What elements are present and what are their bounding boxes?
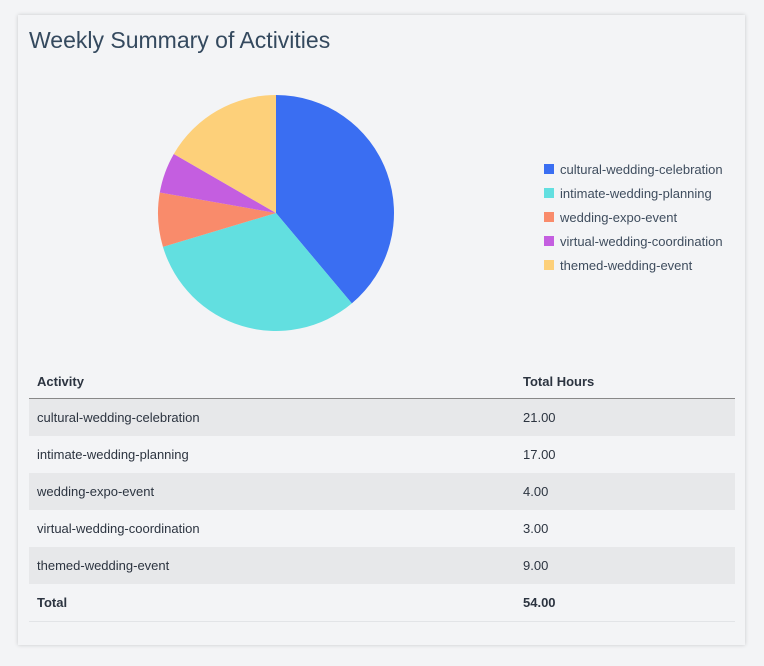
legend: cultural-wedding-celebration intimate-wed… (544, 157, 723, 277)
pie-slice-themed-wedding-event[interactable] (173, 95, 276, 213)
activity-cell: cultural-wedding-celebration (29, 398, 515, 436)
pie-slice-intimate-wedding-planning[interactable] (162, 213, 352, 331)
hours-cell: 21.00 (515, 398, 735, 436)
hours-cell: 4.00 (515, 473, 735, 510)
table-row: cultural-wedding-celebration 21.00 (29, 398, 735, 436)
legend-item[interactable]: themed-wedding-event (544, 253, 723, 277)
table-row: virtual-wedding-coordination 3.00 (29, 510, 735, 547)
pie-slice-cultural-wedding-celebration[interactable] (276, 95, 394, 304)
page-title: Weekly Summary of Activities (29, 27, 331, 53)
activity-cell: virtual-wedding-coordination (37, 521, 200, 536)
legend-swatch (544, 236, 554, 246)
legend-label: wedding-expo-event (560, 209, 678, 225)
total-hours-value: 54.00 (515, 584, 735, 622)
legend-swatch (544, 260, 554, 270)
total-row: Total 54.00 (29, 584, 735, 622)
activity-table: Activity Total Hours cultural-wedding-ce… (29, 365, 735, 622)
pie-chart (158, 95, 394, 331)
activity-cell: themed-wedding-event (29, 547, 515, 584)
legend-swatch (544, 164, 554, 174)
hours-cell: 3.00 (523, 521, 549, 536)
activity-cell: wedding-expo-event (29, 473, 515, 510)
summary-card: Weekly Summary of Activities cultural-we… (18, 15, 745, 645)
header-activity: Activity (29, 365, 515, 399)
legend-swatch (544, 188, 554, 198)
legend-label: themed-wedding-event (560, 257, 693, 273)
legend-item[interactable]: virtual-wedding-coordination (544, 229, 723, 253)
pie-slice-wedding-expo-event[interactable] (158, 192, 276, 247)
legend-label: cultural-wedding-celebration (560, 161, 723, 177)
total-label: Total (29, 584, 515, 622)
hours-cell: 17.00 (523, 447, 556, 462)
legend-swatch (544, 212, 554, 222)
legend-item[interactable]: cultural-wedding-celebration (544, 157, 723, 181)
hours-cell: 9.00 (515, 547, 735, 584)
legend-label: virtual-wedding-coordination (560, 233, 723, 249)
activity-cell: intimate-wedding-planning (37, 447, 189, 462)
table-row: intimate-wedding-planning 17.00 (29, 436, 735, 473)
table-row: wedding-expo-event 4.00 (29, 473, 735, 510)
pie-slice-virtual-wedding-coordination[interactable] (159, 154, 276, 213)
header-total-hours: Total Hours (515, 365, 735, 399)
legend-label: intimate-wedding-planning (560, 185, 712, 201)
legend-item[interactable]: intimate-wedding-planning (544, 181, 723, 205)
table-row: themed-wedding-event 9.00 (29, 547, 735, 584)
legend-item[interactable]: wedding-expo-event (544, 205, 723, 229)
